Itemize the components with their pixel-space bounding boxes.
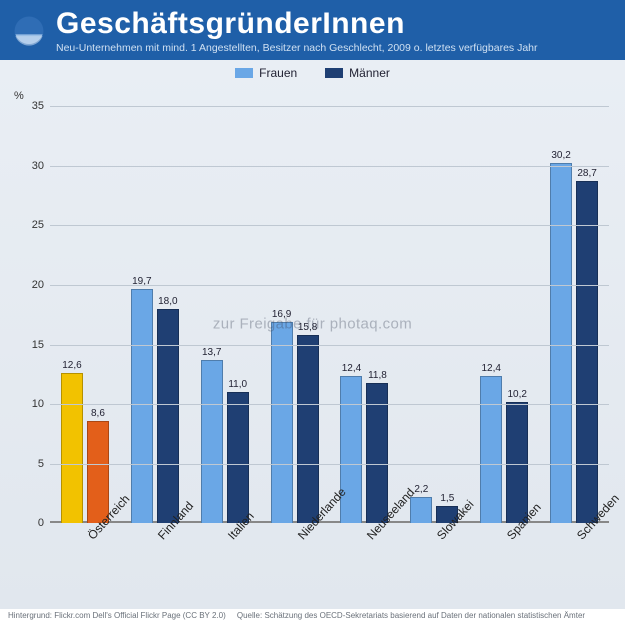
y-tick-label: 35 [16,100,44,112]
bar-frauen: 12,4 [340,376,362,524]
category-group: 19,718,0 [120,106,190,523]
chart-area: Frauen Männer % 12,68,619,718,013,711,01… [0,60,625,609]
legend-item-maenner: Männer [325,66,390,80]
y-tick-label: 25 [16,219,44,231]
x-category-label: Niederlande [260,527,330,605]
page-subtitle: Neu-Unternehmen mit mind. 1 Angestellten… [56,42,538,55]
grid-line [50,345,609,346]
y-tick-label: 30 [16,160,44,172]
bar-frauen: 30,2 [550,163,572,523]
bar-maenner: 10,2 [506,402,528,524]
x-category-label: Schweden [539,527,609,605]
bar-value-label: 30,2 [551,150,570,161]
x-category-label: Spanien [469,527,539,605]
x-category-label: Italien [190,527,260,605]
bar-value-label: 12,4 [342,363,361,374]
grid-line [50,166,609,167]
oecd-logo-icon [12,14,46,48]
bar-frauen: 16,9 [271,322,293,524]
bar-frauen: 12,4 [480,376,502,524]
y-tick-label: 15 [16,339,44,351]
category-group: 16,915,8 [260,106,330,523]
bar-value-label: 10,2 [507,389,526,400]
x-labels: ÖsterreichFinnlandItalienNiederlandeNeus… [50,527,609,605]
bar-maenner: 11,0 [227,392,249,523]
grid-line [50,225,609,226]
bar-maenner: 28,7 [576,181,598,523]
grid-line [50,285,609,286]
grid-line [50,106,609,107]
bar-value-label: 12,6 [62,360,81,371]
bar-value-label: 11,0 [228,379,247,390]
bar-value-label: 8,6 [91,408,105,419]
grid-line [50,464,609,465]
bar-value-label: 15,8 [298,322,317,333]
bar-value-label: 18,0 [158,296,177,307]
y-tick-label: 20 [16,279,44,291]
x-category-label: Slowakei [399,527,469,605]
x-category-label: Österreich [50,527,120,605]
bar-frauen: 12,6 [61,373,83,523]
bars-container: 12,68,619,718,013,711,016,915,812,411,82… [50,106,609,523]
legend: Frauen Männer [12,66,613,80]
legend-swatch-a [235,68,253,78]
bar-maenner: 15,8 [297,335,319,523]
category-group: 2,2 1,5 [399,106,469,523]
legend-label-a: Frauen [259,66,297,80]
category-group: 30,228,7 [539,106,609,523]
y-tick-label: 5 [16,458,44,470]
bar-frauen: 19,7 [131,289,153,524]
legend-swatch-b [325,68,343,78]
bar-frauen: 13,7 [201,360,223,523]
x-category-label: Neuseeland [330,527,400,605]
bar-value-label: 13,7 [202,347,221,358]
legend-label-b: Männer [349,66,390,80]
bar-maenner: 18,0 [157,309,179,524]
bar-value-label: 28,7 [577,168,596,179]
page-title: GeschäftsgründerInnen [56,8,538,40]
legend-item-frauen: Frauen [235,66,297,80]
header-titles: GeschäftsgründerInnen Neu-Unternehmen mi… [56,8,538,54]
bar-value-label: 11,8 [368,370,387,381]
category-group: 12,410,2 [469,106,539,523]
y-tick-label: 0 [16,517,44,529]
grid-line [50,404,609,405]
page-root: GeschäftsgründerInnen Neu-Unternehmen mi… [0,0,625,625]
header: GeschäftsgründerInnen Neu-Unternehmen mi… [0,0,625,60]
category-group: 12,4 11,8 [330,106,400,523]
bar-value-label: 1,5 [440,493,454,504]
x-category-label: Finnland [120,527,190,605]
bar-value-label: 12,4 [481,363,500,374]
footer-left: Hintergrund: Flickr.com Dell's Official … [8,611,226,620]
category-group: 12,6 8,6 [50,106,120,523]
footer-right: Quelle: Schätzung des OECD-Sekretariats … [237,611,585,620]
plot: 12,68,619,718,013,711,016,915,812,411,82… [50,106,609,523]
footer: Hintergrund: Flickr.com Dell's Official … [0,609,625,625]
bar-frauen: 2,2 [410,497,432,523]
bar-value-label: 16,9 [272,309,291,320]
category-group: 13,711,0 [190,106,260,523]
y-tick-label: 10 [16,398,44,410]
